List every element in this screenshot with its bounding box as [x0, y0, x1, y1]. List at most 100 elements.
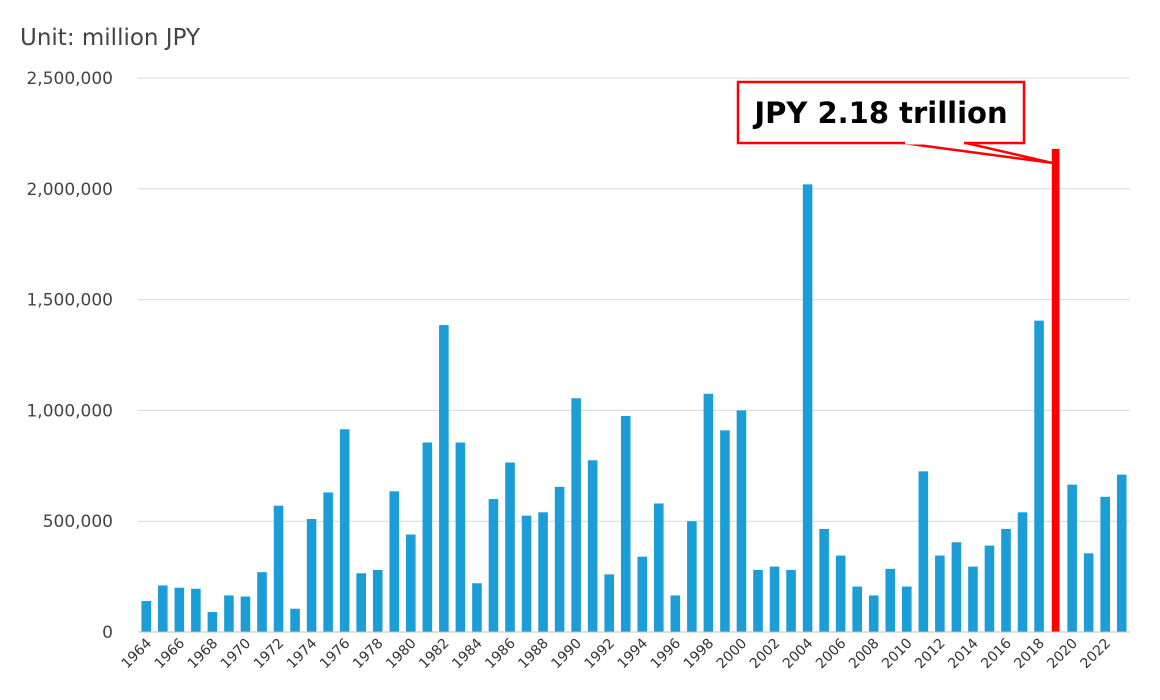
x-tick-label: 1980: [383, 636, 420, 673]
bar: [141, 600, 152, 632]
highlight-bar: [1051, 148, 1060, 633]
bar: [951, 542, 962, 632]
bar: [984, 545, 995, 632]
bar: [835, 555, 846, 632]
y-axis-tick-labels: 0 500,000 1,000,000 1,500,000 2,000,000 2,500…: [26, 69, 113, 643]
x-tick-label: 2014: [945, 635, 982, 672]
y-tick-label: 2,500,000: [26, 69, 113, 89]
gridlines: [138, 77, 1130, 522]
bar: [703, 393, 714, 632]
bar: [422, 442, 433, 632]
x-tick-label: 1988: [515, 636, 552, 673]
bar: [769, 566, 780, 632]
bar: [191, 588, 201, 632]
bar: [505, 462, 515, 632]
x-tick-label: 2012: [912, 636, 949, 673]
x-tick-label: 1966: [152, 635, 189, 672]
bar: [339, 429, 350, 632]
bar: [1067, 484, 1077, 632]
bar: [1083, 553, 1094, 632]
bar: [637, 556, 648, 632]
bar: [852, 586, 862, 632]
bar: [687, 521, 697, 632]
bar: [240, 596, 251, 632]
bar: [455, 442, 466, 632]
x-tick-label: 1990: [548, 636, 585, 673]
bar: [207, 612, 218, 632]
x-tick-label: 2002: [747, 636, 784, 673]
bar: [290, 608, 300, 632]
bar: [654, 503, 664, 632]
x-tick-label: 1964: [119, 635, 156, 672]
x-tick-label: 1976: [317, 635, 354, 672]
x-axis-tick-labels: 1964196619681970197219741976197819801982…: [119, 635, 1114, 672]
bar: [488, 499, 499, 632]
bar: [1034, 320, 1044, 632]
bar: [1100, 496, 1110, 632]
bar: [736, 410, 747, 632]
x-tick-label: 2008: [846, 636, 883, 673]
bar: [968, 566, 978, 632]
x-tick-label: 2004: [780, 635, 817, 672]
bars: [141, 148, 1127, 633]
bar: [1001, 528, 1011, 632]
y-tick-label: 0: [102, 623, 113, 643]
y-tick-label: 500,000: [43, 512, 113, 532]
x-tick-label: 1982: [416, 636, 453, 673]
bar: [1017, 512, 1028, 632]
x-tick-label: 1968: [185, 636, 222, 673]
bar: [273, 505, 284, 632]
bar: [389, 491, 400, 632]
y-tick-label: 2,000,000: [26, 180, 113, 200]
x-tick-label: 2006: [813, 635, 850, 672]
x-tick-label: 1972: [251, 636, 288, 673]
bar: [868, 595, 879, 632]
x-tick-label: 2010: [879, 636, 916, 673]
bar: [554, 486, 565, 632]
bar: [571, 398, 581, 632]
bar: [753, 569, 763, 632]
x-tick-label: 1978: [350, 636, 387, 673]
x-tick-label: 2000: [714, 636, 751, 673]
x-tick-label: 1986: [482, 635, 519, 672]
bar: [521, 515, 532, 632]
bar: [174, 587, 185, 632]
bar: [587, 460, 598, 632]
x-tick-label: 1984: [449, 635, 486, 672]
x-tick-label: 1998: [681, 636, 718, 673]
bar: [802, 184, 813, 633]
callout-text: JPY 2.18 trillion: [752, 96, 1007, 130]
bar: [885, 568, 896, 632]
bar: [620, 415, 631, 632]
bar: [372, 569, 383, 632]
callout: JPY 2.18 trillion: [736, 80, 1053, 165]
bar: [819, 528, 829, 632]
bar: [670, 595, 681, 632]
bar: [224, 595, 234, 632]
bar: [720, 430, 730, 632]
callout-pointer: [902, 141, 1053, 165]
y-tick-label: 1,500,000: [26, 291, 113, 311]
bar: [306, 518, 317, 632]
bar: [604, 574, 614, 632]
x-tick-label: 1994: [615, 635, 652, 672]
bar: [918, 471, 929, 632]
callout-box: [736, 80, 1026, 145]
x-tick-label: 1974: [284, 635, 321, 672]
bar: [439, 325, 449, 632]
y-tick-label: 1,000,000: [26, 401, 113, 421]
x-tick-label: 1970: [218, 636, 255, 673]
bar: [406, 534, 416, 632]
bar: [786, 569, 796, 632]
bar: [1116, 474, 1127, 632]
x-tick-label: 2018: [1011, 636, 1048, 673]
bar: [902, 586, 912, 632]
x-tick-label: 1996: [648, 635, 685, 672]
bar: [356, 573, 366, 632]
bar: [472, 583, 482, 632]
x-tick-label: 1992: [582, 636, 619, 673]
bar: [158, 585, 168, 632]
x-tick-label: 2020: [1044, 636, 1081, 673]
x-tick-label: 2016: [978, 635, 1015, 672]
